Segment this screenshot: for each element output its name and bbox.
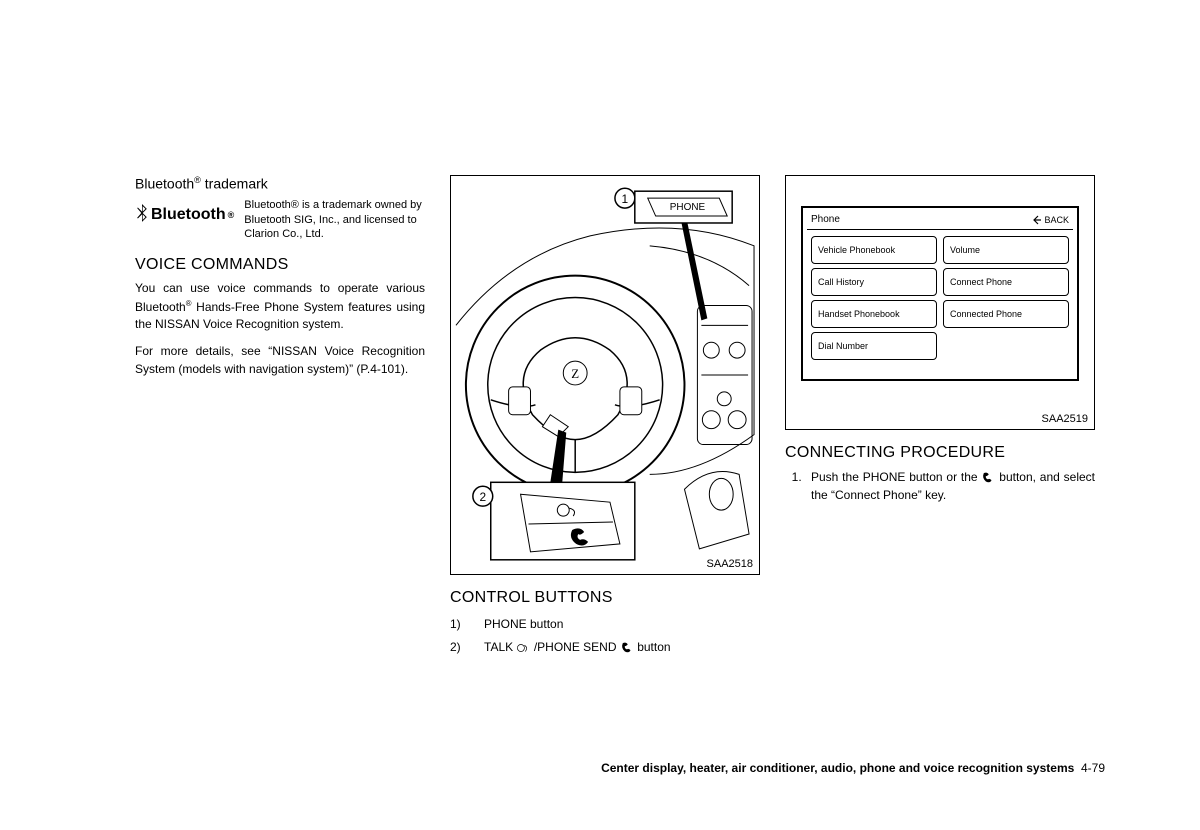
svg-text:2: 2	[479, 490, 486, 504]
svg-text:1: 1	[622, 192, 629, 206]
menu-dial-number[interactable]: Dial Number	[811, 332, 937, 360]
bluetooth-icon	[135, 204, 149, 226]
middle-column: Z PHONE 1	[450, 175, 760, 659]
back-button[interactable]: BACK	[1032, 214, 1069, 225]
phone-send-icon	[620, 641, 634, 655]
legend2-num: 2)	[450, 636, 466, 659]
phone-screen: Phone BACK Vehicle Phonebook Call Histor…	[801, 206, 1079, 381]
phone-button-label: PHONE	[670, 202, 706, 213]
bluetooth-desc: Bluetooth® is a trademark owned by Bluet…	[244, 198, 425, 243]
screen-title: Phone	[811, 214, 840, 225]
right-column: Phone BACK Vehicle Phonebook Call Histor…	[785, 175, 1095, 659]
page-footer: Center display, heater, air conditioner,…	[601, 761, 1105, 775]
legend1-num: 1)	[450, 613, 466, 636]
menu-connected-phone[interactable]: Connected Phone	[943, 300, 1069, 328]
trademark-heading: Bluetooth® trademark	[135, 175, 425, 192]
menu-handset-phonebook[interactable]: Handset Phonebook	[811, 300, 937, 328]
connecting-steps: Push the PHONE button or the button, and…	[785, 468, 1095, 504]
back-icon	[1032, 215, 1042, 225]
connecting-heading: CONNECTING PROCEDURE	[785, 444, 1095, 462]
figure1-code: SAA2518	[707, 558, 753, 570]
voice-p1: You can use voice commands to operate va…	[135, 280, 425, 333]
control-buttons-legend: 1) PHONE button 2) TALK /PHONE SEND butt…	[450, 613, 760, 659]
bluetooth-wordmark: Bluetooth	[151, 206, 226, 224]
legend2-text: TALK /PHONE SEND button	[484, 636, 671, 659]
bluetooth-logo: Bluetooth®	[135, 198, 234, 226]
bluetooth-logo-row: Bluetooth® Bluetooth® is a trademark own…	[135, 198, 425, 243]
svg-text:Z: Z	[571, 366, 579, 381]
menu-connect-phone[interactable]: Connect Phone	[943, 268, 1069, 296]
voice-p2: For more details, see “NISSAN Voice Reco…	[135, 343, 425, 378]
control-buttons-heading: CONTROL BUTTONS	[450, 589, 760, 607]
figure2-code: SAA2519	[1042, 413, 1088, 425]
figure-phone-screen: Phone BACK Vehicle Phonebook Call Histor…	[785, 175, 1095, 430]
menu-volume[interactable]: Volume	[943, 236, 1069, 264]
menu-vehicle-phonebook[interactable]: Vehicle Phonebook	[811, 236, 937, 264]
talk-icon	[516, 641, 530, 655]
left-column: Bluetooth® trademark Bluetooth® Bluetoot…	[135, 175, 425, 659]
menu-call-history[interactable]: Call History	[811, 268, 937, 296]
legend1-text: PHONE button	[484, 613, 563, 636]
figure-steering-wheel: Z PHONE 1	[450, 175, 760, 575]
voice-commands-heading: VOICE COMMANDS	[135, 256, 425, 274]
phone-icon	[981, 471, 995, 485]
step-1: Push the PHONE button or the button, and…	[805, 468, 1095, 504]
